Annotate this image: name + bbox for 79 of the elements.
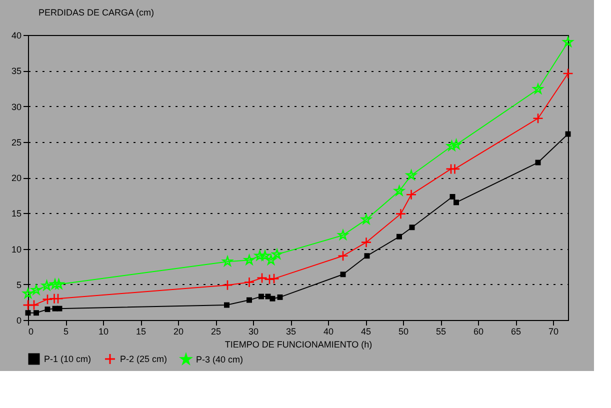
y-tick-label: 5: [16, 280, 22, 290]
point: [532, 84, 544, 94]
point: [42, 280, 52, 290]
point: [532, 112, 544, 124]
point: [338, 230, 348, 240]
point: [244, 254, 254, 265]
point: [272, 249, 282, 259]
point: [246, 297, 252, 303]
point: [25, 310, 31, 316]
point: [22, 288, 34, 298]
x-tick-label: 65: [510, 326, 522, 336]
y-tick-label: 20: [11, 173, 22, 183]
x-tick-label: 35: [286, 326, 296, 336]
point: [361, 214, 372, 224]
point: [258, 294, 264, 300]
point: [395, 208, 406, 220]
point: [451, 139, 462, 150]
point: [562, 68, 574, 79]
point: [266, 254, 276, 265]
point: [222, 256, 233, 266]
x-axis-title: TIEMPO DE FUNCIONAMIENTO (h): [224, 340, 372, 350]
point: [338, 250, 348, 262]
point: [34, 310, 39, 316]
x-tick-label: 0: [28, 326, 34, 336]
point: [406, 189, 417, 200]
point: [224, 302, 230, 308]
point: [50, 278, 60, 289]
point: [360, 236, 372, 248]
point: [256, 272, 268, 284]
point: [562, 36, 574, 47]
y-axis-title: PERDIDAS DE CARGA (cm): [38, 8, 154, 18]
legend-label: P-3 (40 cm): [196, 354, 244, 364]
point: [340, 272, 346, 278]
x-tick-label: 5: [63, 326, 69, 336]
point: [454, 200, 459, 206]
point: [565, 131, 571, 137]
point: [277, 294, 283, 300]
point: [244, 276, 255, 288]
legend-label: P-2 (25 cm): [120, 354, 168, 364]
x-tick-label: 25: [210, 326, 222, 336]
point: [396, 234, 402, 240]
x-tick-label: 60: [473, 326, 484, 336]
point: [450, 194, 456, 200]
y-tick-label: 15: [11, 208, 22, 219]
point: [56, 306, 62, 312]
y-tick-label: 10: [11, 244, 22, 254]
point: [446, 140, 457, 151]
x-tick-label: 70: [548, 326, 559, 336]
point: [449, 164, 460, 174]
point: [364, 253, 370, 259]
x-tick-label: 40: [323, 326, 334, 336]
point: [52, 293, 64, 304]
point: [44, 306, 50, 312]
point: [264, 274, 275, 285]
point: [222, 280, 233, 290]
point: [394, 186, 404, 196]
x-tick-label: 30: [248, 326, 259, 336]
x-tick-label: 50: [398, 326, 409, 336]
x-tick-label: 20: [173, 326, 184, 336]
x-tick-label: 10: [98, 326, 109, 336]
point: [270, 296, 276, 302]
point: [254, 250, 265, 260]
point: [54, 278, 64, 289]
point: [409, 224, 415, 230]
x-tick-label: 45: [360, 326, 372, 336]
legend-label: P-1 (10 cm): [44, 354, 92, 364]
x-tick-label: 15: [136, 326, 146, 336]
y-tick-label: 30: [11, 102, 22, 112]
point: [535, 160, 541, 166]
y-tick-label: 35: [11, 66, 22, 76]
point: [31, 284, 42, 295]
y-tick-label: 0: [16, 316, 22, 326]
point: [268, 273, 280, 284]
x-tick-label: 55: [436, 326, 446, 336]
point: [42, 294, 53, 305]
y-tick-label: 25: [11, 137, 22, 148]
point: [406, 170, 416, 180]
point: [260, 250, 270, 260]
y-tick-label: 40: [11, 30, 22, 40]
